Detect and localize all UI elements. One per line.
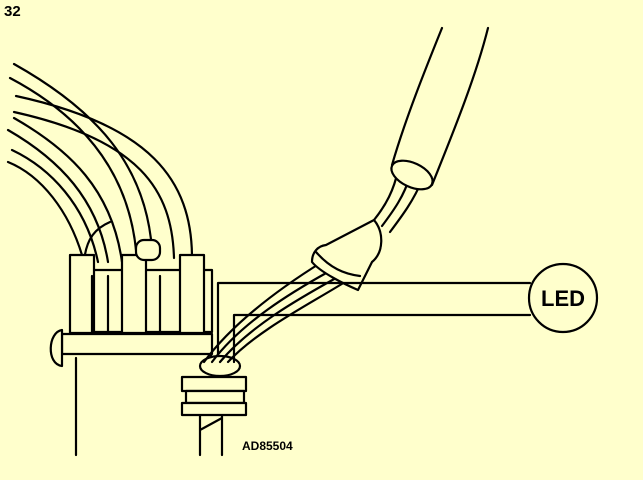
led-indicator: LED xyxy=(527,262,599,334)
reference-code: AD85504 xyxy=(242,439,293,453)
cable-sheath xyxy=(390,26,490,191)
ignition-leads xyxy=(6,62,194,264)
distributor-cap xyxy=(49,238,214,368)
cable-boot xyxy=(310,218,383,292)
wire-grommet xyxy=(180,354,248,457)
led-label: LED xyxy=(541,286,585,311)
led-circuit-wires xyxy=(216,281,532,364)
sensor-cable xyxy=(202,260,347,364)
figure-number: 32 xyxy=(4,3,21,20)
